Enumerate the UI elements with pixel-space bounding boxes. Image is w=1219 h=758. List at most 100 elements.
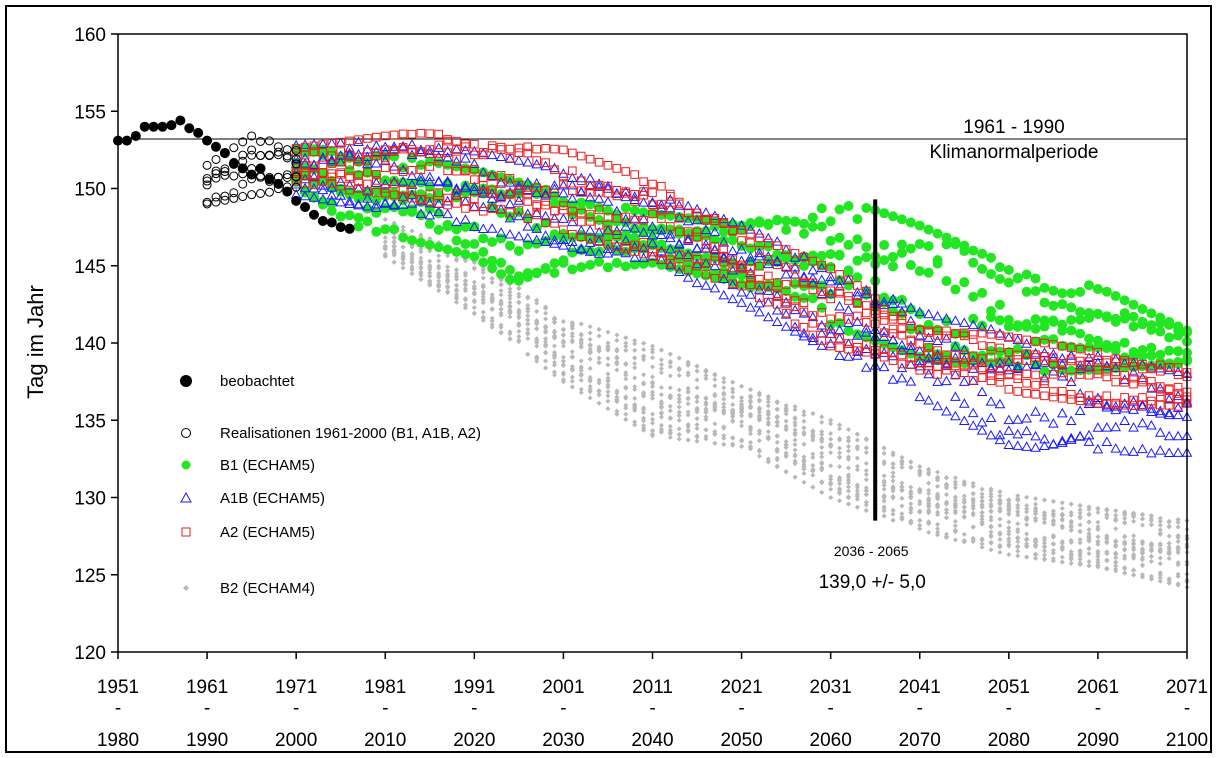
b1-point — [1066, 314, 1077, 325]
a2-point — [1120, 393, 1129, 402]
a1b-point — [664, 244, 676, 254]
legend-marker-a1b — [180, 491, 192, 503]
x-tick-label-bottom: 2090 — [1077, 730, 1119, 751]
a2-point — [363, 156, 372, 165]
a2-point — [657, 181, 666, 191]
a1b-point — [593, 226, 605, 237]
b2-point — [614, 332, 620, 338]
b1-point — [772, 249, 783, 260]
b1-point — [567, 200, 578, 211]
b1-point — [629, 232, 640, 243]
a2-point — [772, 241, 782, 250]
a1b-point — [1021, 412, 1033, 423]
b1-point — [1173, 321, 1184, 332]
b2-point — [1068, 523, 1074, 529]
b2-point — [881, 450, 887, 456]
a1b-point — [442, 152, 453, 162]
b2-point — [462, 297, 468, 303]
b2-point — [1041, 516, 1047, 522]
a1b-point — [896, 339, 908, 350]
b2-point — [1077, 507, 1083, 513]
a2-point — [1093, 347, 1103, 357]
x-tick-label-mid: - — [1095, 698, 1101, 719]
b2-point — [926, 480, 932, 486]
a2-point — [612, 230, 622, 239]
b2-point — [596, 326, 602, 332]
b1-point — [424, 156, 435, 167]
b2-point — [1104, 511, 1110, 517]
b2-point — [400, 244, 406, 250]
observed-point — [139, 121, 150, 132]
b2-point — [436, 263, 442, 269]
b2-point — [1015, 496, 1021, 502]
b1-point — [905, 243, 916, 254]
b2-point — [819, 445, 825, 451]
a1b-point — [736, 244, 747, 254]
a1b-point — [566, 172, 578, 183]
b2-point — [845, 495, 851, 501]
a2-point — [559, 172, 568, 182]
b2-point — [739, 444, 745, 450]
realisations-point — [220, 195, 230, 205]
a2-point — [853, 298, 862, 307]
b2-point — [632, 355, 638, 361]
b2-point — [1131, 511, 1137, 517]
b2-point — [1041, 513, 1047, 519]
b2-point — [1175, 548, 1181, 554]
b2-point — [792, 452, 798, 458]
b2-point — [534, 355, 540, 361]
b2-point — [418, 276, 424, 282]
a2-point — [443, 135, 452, 144]
a2-point — [781, 299, 791, 308]
a2-point — [300, 142, 310, 152]
b2-point — [382, 216, 388, 222]
b2-point — [685, 395, 691, 401]
a2-point — [398, 129, 408, 139]
a2-point — [933, 352, 942, 362]
a1b-point — [745, 224, 756, 234]
a1b-point — [878, 361, 890, 372]
b2-point — [409, 251, 415, 257]
b2-point — [480, 266, 486, 272]
a2-point — [576, 217, 586, 227]
a2-point — [817, 287, 827, 296]
b2-point — [863, 471, 869, 477]
a2-point — [719, 218, 729, 227]
b1-point — [504, 240, 515, 251]
b2-point — [685, 388, 691, 394]
b2-point — [694, 422, 700, 428]
b2-point — [712, 376, 718, 382]
b2-point — [694, 434, 700, 440]
observed-point — [166, 120, 177, 131]
b2-point — [658, 357, 664, 363]
a2-point — [799, 307, 809, 317]
b2-point — [578, 343, 584, 349]
b2-point — [552, 362, 558, 368]
b1-point — [914, 239, 925, 250]
b1-point — [540, 236, 551, 247]
a2-point — [327, 139, 337, 148]
b1-point — [896, 239, 907, 250]
b2-point — [560, 377, 566, 383]
a1b-point — [424, 197, 436, 208]
a1b-point — [843, 351, 854, 361]
b2-point — [578, 377, 584, 383]
a1b-point — [415, 208, 427, 218]
b1-point — [380, 203, 391, 214]
a1b-point — [727, 264, 739, 275]
b2-point — [578, 321, 584, 327]
a2-point — [363, 147, 372, 157]
b2-point — [685, 385, 691, 391]
a2-point — [1057, 359, 1067, 369]
a1b-point — [958, 317, 970, 327]
b2-point — [418, 246, 424, 252]
a2-point — [452, 199, 461, 208]
b1-point — [888, 251, 899, 262]
b1-point — [1048, 300, 1059, 311]
b2-point — [810, 455, 816, 461]
b2-point — [650, 395, 655, 401]
a1b-point — [575, 244, 587, 254]
a2-point — [933, 326, 942, 336]
